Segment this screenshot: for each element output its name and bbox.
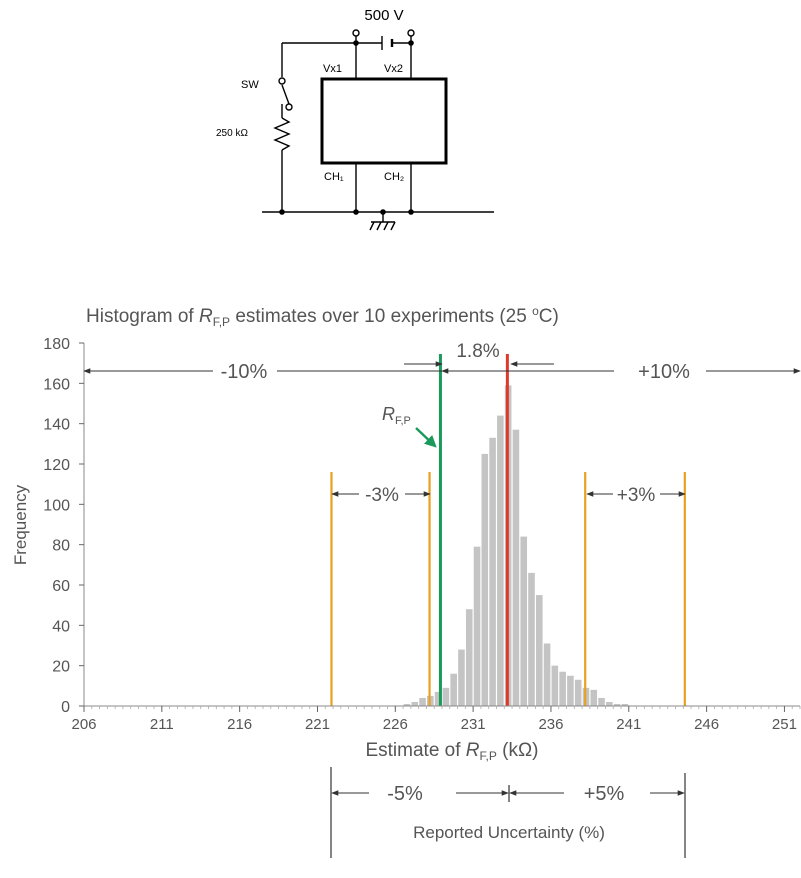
y-axis-label: Frequency	[11, 484, 30, 565]
ch2-label: CH₂	[384, 171, 404, 183]
histogram-bar	[473, 546, 481, 706]
minus3-label: -3%	[365, 485, 399, 506]
histogram-bar	[450, 673, 457, 706]
voltage-label: 500 V	[364, 7, 403, 24]
junction	[353, 209, 359, 215]
y-tick-label: 80	[52, 538, 70, 555]
y-tick-label: 140	[43, 417, 70, 434]
y-tick-label: 180	[43, 336, 70, 353]
instrument-box	[320, 77, 448, 165]
y-tick-label: 120	[43, 457, 70, 474]
junction	[279, 209, 285, 215]
y-tick-label: 160	[43, 376, 70, 393]
histogram-bar	[497, 415, 504, 706]
histogram-bar	[411, 701, 419, 706]
x-axis-label: Estimate of RF,P (kΩ)	[365, 740, 538, 763]
x-tick-label: 246	[694, 716, 719, 733]
vx2-label: Vx2	[384, 63, 403, 75]
y-tick-label: 40	[52, 618, 70, 635]
histogram-bar	[621, 703, 629, 706]
plus3-label: +3%	[617, 485, 656, 506]
x-tick-label: 221	[305, 716, 330, 733]
ch1-label: CH₁	[324, 171, 344, 183]
y-tick-label: 60	[52, 578, 70, 595]
switch-label: SW	[241, 79, 259, 91]
junction	[408, 40, 414, 46]
rfp-pointer-arrow	[415, 427, 437, 448]
minus10-label: -10%	[221, 361, 268, 383]
bars-group	[403, 385, 629, 706]
x-tick-label: 211	[150, 716, 174, 733]
reported-uncertainty-label: Reported Uncertainty (%)	[413, 823, 605, 842]
histogram-bar	[512, 429, 520, 706]
ground-hatch	[376, 221, 382, 231]
x-tick-label: 206	[71, 716, 96, 733]
histogram-bar	[559, 671, 566, 706]
plus5-label: +5%	[584, 783, 625, 805]
rfp-pointer-label: RF,P	[382, 404, 411, 427]
gap-label: 1.8%	[456, 341, 499, 362]
ground-hatch	[369, 221, 375, 231]
histogram-bar	[520, 536, 528, 706]
resistor-label: 250 kΩ	[216, 128, 248, 139]
histogram-bar	[598, 697, 605, 706]
ground-hatch	[383, 221, 389, 231]
y-ticks: 0 20 40 60 80 100 120 140 160 180	[43, 336, 84, 716]
junction	[380, 209, 386, 215]
histogram-bar	[551, 665, 559, 706]
histogram-bar	[528, 572, 535, 706]
y-tick-label: 0	[61, 699, 70, 716]
switch-terminal-bottom	[285, 103, 293, 111]
minus5-label: -5%	[387, 783, 423, 805]
y-tick-label: 100	[43, 497, 70, 514]
switch-blade	[281, 84, 290, 105]
histogram-bar	[574, 679, 582, 706]
reference-lines	[330, 354, 686, 706]
histogram-bar	[465, 609, 473, 706]
histogram-bar	[442, 687, 450, 706]
histogram-bar	[403, 703, 411, 706]
histogram-bar	[535, 595, 543, 706]
terminal-vx2	[407, 29, 415, 37]
histogram-bar	[419, 697, 426, 706]
x-tick-label: 241	[616, 716, 641, 733]
histogram-bar	[567, 675, 574, 706]
chart-title: Histogram of RF,P estimates over 10 expe…	[86, 304, 559, 329]
y-tick-label: 20	[52, 659, 70, 676]
junction	[408, 209, 414, 215]
histogram-bar	[543, 643, 551, 706]
histogram-bar	[458, 649, 465, 706]
x-ticks: 206 211 216 221 226 231 236 241 246 251	[71, 706, 801, 733]
x-tick-label: 236	[538, 716, 563, 733]
histogram-bar	[434, 691, 442, 706]
histogram-bar	[489, 437, 496, 706]
x-tick-label: 216	[227, 716, 252, 733]
histogram-chart: Histogram of RF,P estimates over 10 expe…	[11, 304, 801, 858]
vx1-label: Vx1	[323, 63, 342, 75]
ground-hatch	[390, 221, 396, 231]
histogram-bar	[481, 453, 489, 706]
histogram-bar	[606, 701, 613, 706]
histogram-bar	[590, 689, 598, 706]
terminal-vx1	[352, 29, 360, 37]
switch-terminal-top	[278, 77, 286, 85]
histogram-bar	[613, 703, 621, 706]
resistor	[273, 117, 291, 151]
x-tick-label: 231	[461, 716, 486, 733]
junction	[353, 40, 359, 46]
circuit-diagram	[262, 29, 494, 231]
x-tick-label: 226	[383, 716, 408, 733]
plus10-label: +10%	[638, 361, 690, 383]
x-tick-label: 251	[772, 716, 797, 733]
